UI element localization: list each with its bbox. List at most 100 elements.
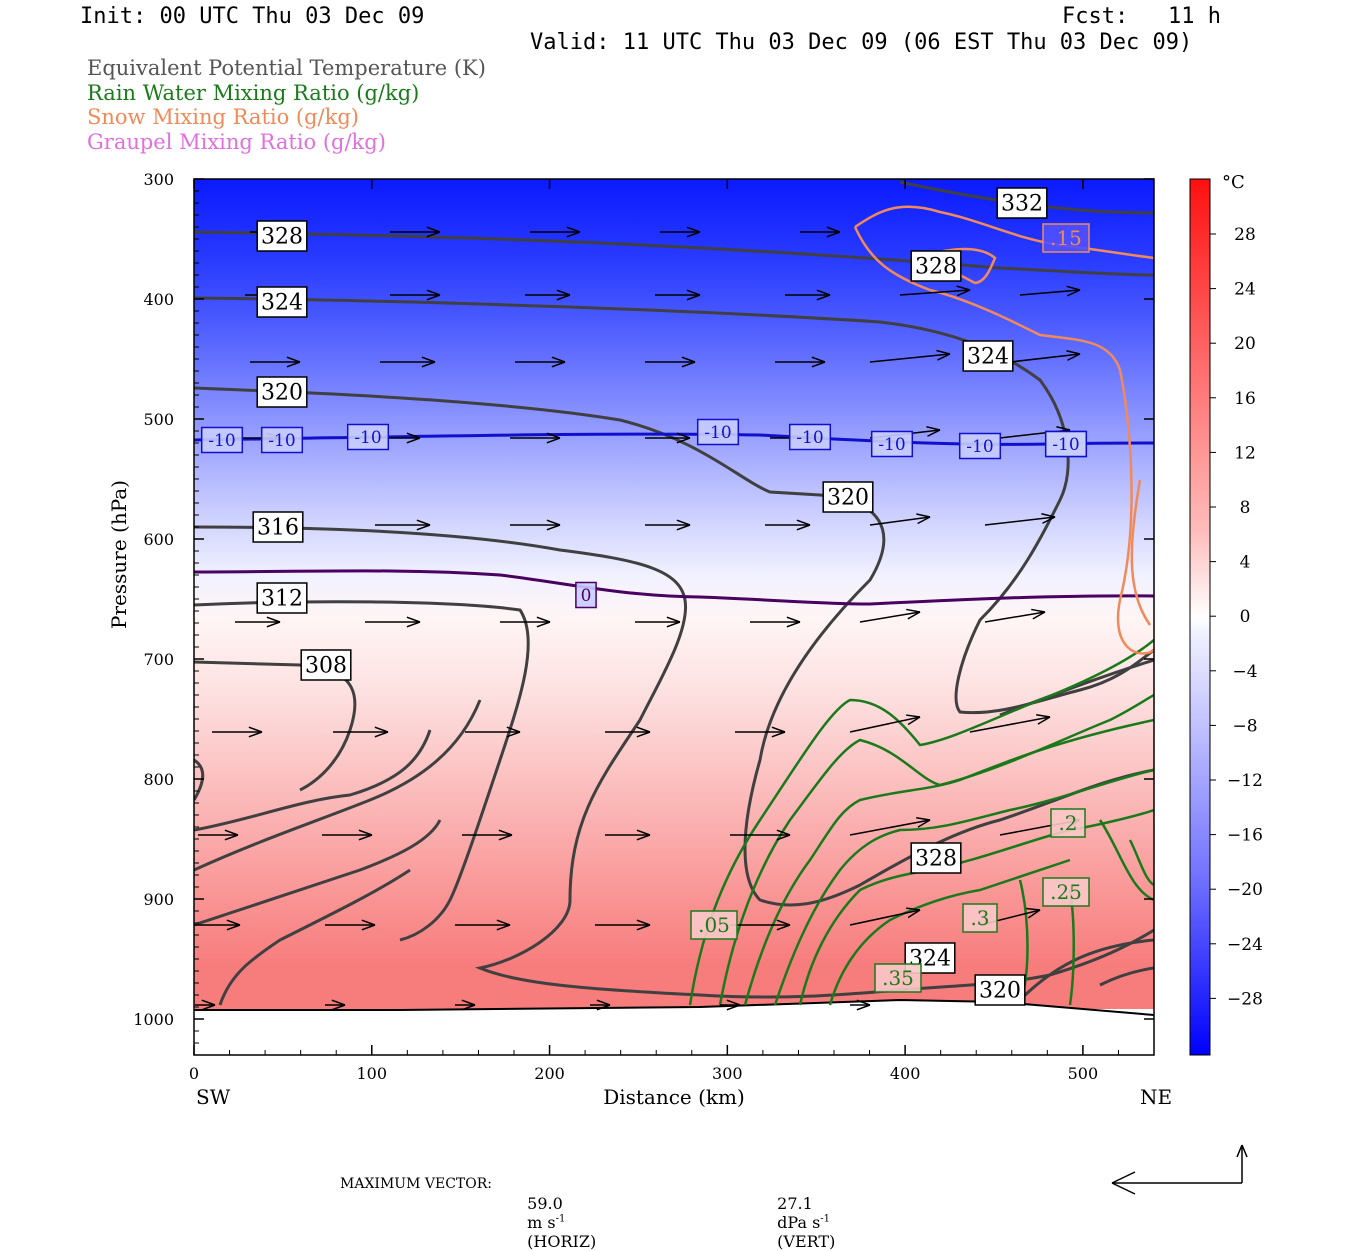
vert-exp: -1 xyxy=(820,1213,831,1225)
wind-vector-head xyxy=(1036,713,1051,725)
wind-vector-head xyxy=(374,726,389,738)
legend-theta-e: Equivalent Potential Temperature (K) xyxy=(87,56,486,80)
wind-vector xyxy=(849,909,921,926)
theta-e-label-text: 320 xyxy=(827,486,869,511)
wind-vector xyxy=(869,353,951,363)
wind-vector-head xyxy=(498,829,513,841)
wind-vector-head xyxy=(816,289,831,301)
isotherm-label-text: -10 xyxy=(1052,435,1079,455)
rain-label: .2 xyxy=(1050,808,1086,838)
y-tick-label: 1000 xyxy=(133,1010,174,1029)
rain-label-text: .2 xyxy=(1058,811,1077,835)
reference-vector-icon xyxy=(1111,1144,1248,1195)
y-tick-label: 700 xyxy=(143,650,174,669)
wind-vector-head xyxy=(916,816,931,828)
colorbar xyxy=(1189,178,1211,1056)
wind-vector xyxy=(849,819,931,836)
wind-vector-head xyxy=(496,919,511,931)
colorbar-tick-label: −24 xyxy=(1227,935,1263,955)
isotherm-label-text: -10 xyxy=(704,423,731,443)
wind-vector-head xyxy=(416,519,431,531)
theta-e-label: 328 xyxy=(910,842,962,874)
colorbar-tick-label: 20 xyxy=(1234,334,1256,354)
isotherm-label: -10 xyxy=(200,426,244,454)
colorbar-tick-label: −20 xyxy=(1227,880,1263,900)
horiz-units: m s xyxy=(527,1213,556,1232)
x-tick-label: 400 xyxy=(890,1064,921,1083)
theta-e-label-text: 332 xyxy=(1001,192,1043,217)
snow-label: .15 xyxy=(1042,223,1090,253)
vert-value: 27.1 xyxy=(777,1194,813,1213)
colorbar-tick-label: 0 xyxy=(1240,607,1251,627)
forecast-hour: Fcst: 11 h xyxy=(1062,4,1221,29)
wind-vector-head xyxy=(566,226,581,238)
wind-vector-head xyxy=(681,356,696,368)
legend-snow: Snow Mixing Ratio (g/kg) xyxy=(87,105,359,129)
x-tick-label: 500 xyxy=(1068,1064,1099,1083)
wind-vector xyxy=(859,611,921,623)
plot-frame xyxy=(193,178,1155,1056)
theta-e-label: 320 xyxy=(256,376,308,408)
wind-vector-head xyxy=(286,356,301,368)
theta-e-label-text: 316 xyxy=(257,516,299,541)
rain-label-text: .35 xyxy=(882,966,914,990)
valid-time: Valid: 11 UTC Thu 03 Dec 09 (06 EST Thu … xyxy=(530,30,1193,55)
theta-e-label-text: 324 xyxy=(967,345,1009,370)
wind-vector xyxy=(1009,353,1081,363)
wind-vector-head xyxy=(361,919,376,931)
y-tick-label: 600 xyxy=(143,530,174,549)
legend-rain: Rain Water Mixing Ratio (g/kg) xyxy=(87,81,420,105)
wind-vector-head xyxy=(826,226,841,238)
isotherm-label-text: -10 xyxy=(796,428,823,448)
vert-units: dPa s xyxy=(777,1213,821,1232)
isotherm-label: -10 xyxy=(696,418,740,446)
wind-vector-head xyxy=(636,919,651,931)
colorbar-unit: °C xyxy=(1222,172,1245,193)
wind-vector-head xyxy=(358,829,373,841)
wind-vector-head xyxy=(331,999,346,1011)
wind-vector-head xyxy=(546,519,561,531)
isotherm-label: -10 xyxy=(1044,430,1088,458)
isotherm-label: -10 xyxy=(958,432,1002,460)
wind-vector xyxy=(869,516,931,526)
wind-vector-head xyxy=(406,616,421,628)
wind-vector-head xyxy=(676,519,691,531)
wind-vector-head xyxy=(224,829,239,841)
y-tick-label: 300 xyxy=(143,170,174,189)
wind-vector-head xyxy=(936,349,951,361)
theta-e-label: 312 xyxy=(256,582,308,614)
wind-vector-head xyxy=(771,726,786,738)
isotherm-label-text: -10 xyxy=(208,431,235,451)
isotherm-label-text: -10 xyxy=(354,428,381,448)
x-tick-label: 100 xyxy=(357,1064,388,1083)
horiz-tag: (HORIZ) xyxy=(527,1232,597,1251)
isotherm-label: -10 xyxy=(260,426,304,454)
colorbar-tick-label: 8 xyxy=(1240,498,1251,518)
theta-e-label: 324 xyxy=(962,340,1014,372)
isotherm-label: -10 xyxy=(788,423,832,451)
wind-vector-head xyxy=(266,616,281,628)
y-tick-label: 800 xyxy=(143,770,174,789)
wind-vector-head xyxy=(686,289,701,301)
wind-vector-head xyxy=(1066,349,1081,361)
wind-vector-head xyxy=(546,432,561,444)
wind-vector-head xyxy=(796,519,811,531)
wind-vector-head xyxy=(201,999,216,1011)
horiz-vector-value: 59.0 m s-1 (HORIZ) xyxy=(517,1175,596,1251)
wind-vector-head xyxy=(1031,608,1046,620)
isotherm-0 xyxy=(194,569,1154,606)
isotherm-label: 0 xyxy=(575,581,597,609)
horiz-value: 59.0 xyxy=(527,1194,563,1213)
wind-vector-head xyxy=(686,226,701,238)
x-tick-label: 200 xyxy=(534,1064,565,1083)
wind-vector-head xyxy=(426,226,441,238)
x-axis-title: Distance (km) xyxy=(603,1085,745,1109)
colorbar-tick-label: −12 xyxy=(1227,771,1263,791)
theta-e-label: 324 xyxy=(256,286,308,318)
wind-vector-head xyxy=(421,356,436,368)
wind-vector-head xyxy=(956,285,971,297)
wind-vector-head xyxy=(248,726,263,738)
wind-vector-head xyxy=(906,907,921,919)
legend-graupel: Graupel Mixing Ratio (g/kg) xyxy=(87,130,386,154)
wind-vector xyxy=(984,611,1046,623)
